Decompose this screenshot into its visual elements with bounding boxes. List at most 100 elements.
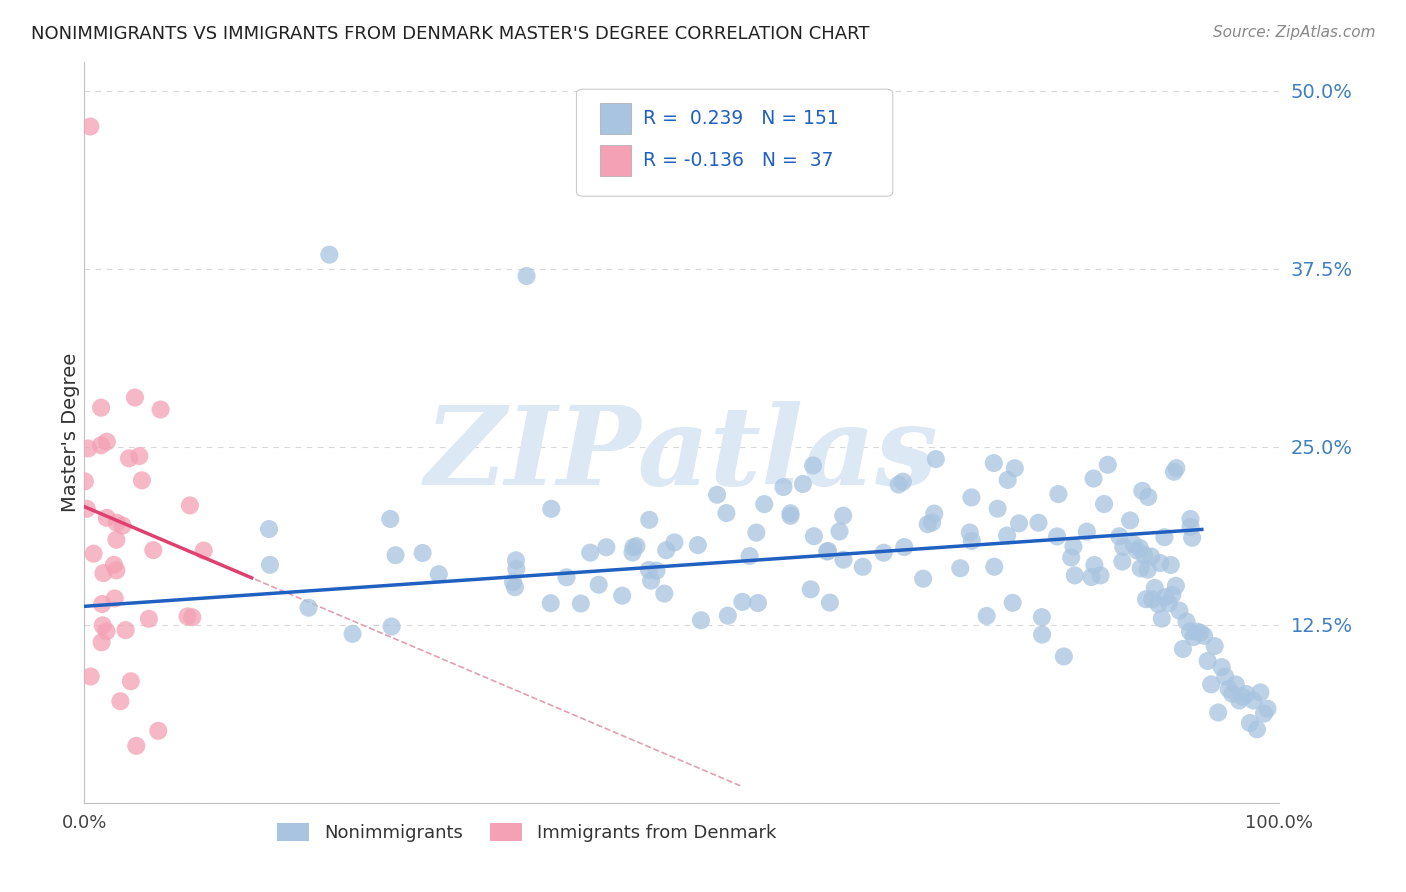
Point bbox=[1199, 677, 1222, 691]
Point bbox=[105, 516, 128, 530]
Point bbox=[1122, 537, 1144, 551]
Point bbox=[79, 120, 101, 134]
Point bbox=[983, 559, 1005, 574]
Point bbox=[917, 517, 939, 532]
Point bbox=[717, 608, 740, 623]
Point bbox=[1137, 490, 1160, 504]
Point bbox=[103, 558, 125, 572]
Point bbox=[921, 516, 943, 530]
Point bbox=[652, 586, 675, 600]
Point bbox=[120, 674, 142, 689]
Point bbox=[91, 618, 114, 632]
Point bbox=[1053, 649, 1076, 664]
Point bbox=[555, 570, 578, 584]
Point bbox=[686, 538, 709, 552]
Point bbox=[1241, 693, 1264, 707]
Point bbox=[1160, 558, 1182, 572]
Point bbox=[1004, 461, 1026, 475]
Point bbox=[638, 563, 661, 577]
Point bbox=[1046, 529, 1069, 543]
Point bbox=[1180, 520, 1202, 534]
Point bbox=[997, 473, 1019, 487]
Point bbox=[664, 535, 686, 549]
Point bbox=[817, 544, 839, 558]
Point bbox=[118, 451, 141, 466]
Point bbox=[1239, 716, 1261, 731]
Point bbox=[960, 533, 983, 548]
Text: R = -0.136   N =  37: R = -0.136 N = 37 bbox=[643, 151, 832, 170]
Point bbox=[1143, 581, 1166, 595]
Point bbox=[381, 619, 404, 633]
Text: R =  0.239   N = 151: R = 0.239 N = 151 bbox=[643, 109, 838, 128]
Point bbox=[925, 452, 948, 467]
Point bbox=[779, 506, 801, 520]
Point bbox=[1204, 639, 1226, 653]
Point bbox=[922, 507, 945, 521]
Point bbox=[384, 548, 406, 562]
Point bbox=[297, 600, 319, 615]
Point bbox=[1257, 701, 1279, 715]
Point bbox=[800, 582, 823, 597]
Point bbox=[1111, 555, 1133, 569]
Point bbox=[623, 540, 645, 554]
Point bbox=[1047, 487, 1070, 501]
Point bbox=[1129, 541, 1152, 555]
Point bbox=[1197, 654, 1219, 668]
Point bbox=[872, 546, 894, 560]
Point bbox=[114, 623, 136, 637]
Point bbox=[148, 723, 170, 738]
Point bbox=[93, 566, 115, 581]
Point bbox=[505, 553, 527, 567]
Point bbox=[1133, 548, 1156, 562]
Point bbox=[138, 612, 160, 626]
Point bbox=[1031, 610, 1053, 624]
Point bbox=[181, 610, 204, 624]
Point bbox=[1063, 568, 1085, 582]
Point bbox=[1031, 627, 1053, 641]
Point bbox=[626, 539, 648, 553]
Point bbox=[779, 508, 801, 523]
Point bbox=[803, 529, 825, 543]
Point bbox=[380, 512, 402, 526]
Point bbox=[1166, 461, 1188, 475]
Point bbox=[1218, 681, 1240, 696]
Point bbox=[149, 402, 172, 417]
Point bbox=[1108, 529, 1130, 543]
Point bbox=[1060, 550, 1083, 565]
Point bbox=[832, 508, 855, 523]
Point bbox=[96, 511, 118, 525]
Point bbox=[179, 499, 201, 513]
Point bbox=[540, 596, 562, 610]
Point bbox=[1253, 706, 1275, 721]
Point bbox=[595, 540, 617, 554]
Point bbox=[318, 247, 340, 261]
Point bbox=[90, 635, 112, 649]
Point bbox=[1126, 543, 1149, 558]
Point bbox=[1147, 597, 1170, 611]
Point bbox=[738, 549, 761, 563]
Point bbox=[105, 563, 128, 577]
Point bbox=[342, 627, 364, 641]
Point bbox=[1249, 685, 1271, 699]
Legend: Nonimmigrants, Immigrants from Denmark: Nonimmigrants, Immigrants from Denmark bbox=[270, 815, 783, 849]
Point bbox=[1181, 531, 1204, 545]
Point bbox=[193, 543, 215, 558]
Point bbox=[77, 442, 100, 456]
Point bbox=[1182, 630, 1205, 644]
Point bbox=[1140, 592, 1163, 607]
Point bbox=[1008, 516, 1031, 531]
Point bbox=[638, 513, 661, 527]
Point bbox=[893, 540, 915, 554]
Point bbox=[995, 528, 1018, 542]
Point bbox=[176, 609, 198, 624]
Point bbox=[745, 525, 768, 540]
Point bbox=[1149, 556, 1171, 570]
Point bbox=[1220, 687, 1243, 701]
Point bbox=[1213, 670, 1236, 684]
Point bbox=[1150, 612, 1173, 626]
Point bbox=[772, 480, 794, 494]
Point bbox=[142, 543, 165, 558]
Point bbox=[645, 564, 668, 578]
Point bbox=[73, 475, 96, 489]
Point bbox=[1001, 596, 1024, 610]
